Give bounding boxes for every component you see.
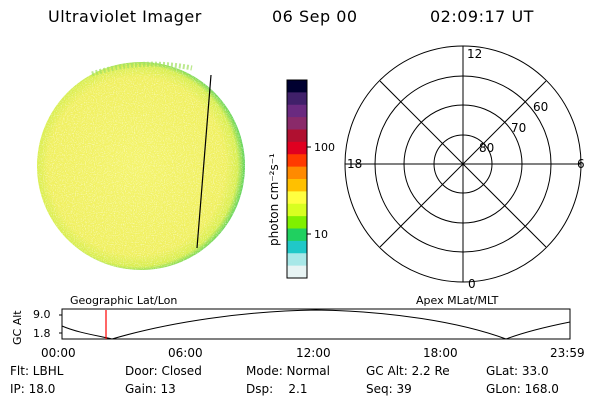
colorbar-band <box>287 179 307 192</box>
disk-noise <box>37 62 245 270</box>
colorbar-tick-label: 10 <box>314 228 328 241</box>
colorbar-band <box>287 240 307 254</box>
info-dsp: Dsp: 2.1 <box>246 382 308 396</box>
colorbar-frame <box>286 79 308 279</box>
colorbar-gradient <box>287 80 307 279</box>
instrument-title: Ultraviolet Imager <box>48 7 202 26</box>
colorbar-band <box>287 216 307 230</box>
orbit-xtick-label: 23:59 <box>550 346 585 360</box>
colorbar-unit-label: photon cm⁻²s⁻¹ <box>267 153 281 246</box>
info-ip: IP: 18.0 <box>10 382 56 396</box>
orbit-xtick-label: 12:00 <box>296 346 331 360</box>
colorbar-band <box>287 117 307 131</box>
colorbar-band <box>287 203 307 217</box>
orbit-altitude-curve <box>61 309 571 340</box>
geographic-label: Geographic Lat/Lon <box>70 294 178 307</box>
info-glat: GLat: 33.0 <box>486 364 549 378</box>
date-label: 06 Sep 00 <box>272 7 358 26</box>
colorbar-band <box>287 154 307 168</box>
orbit-ytick-label: 1.8 <box>33 327 51 340</box>
info-door: Door: Closed <box>125 364 202 378</box>
mlt-label-noon: 12 <box>467 47 482 61</box>
colorbar-tick-label: 100 <box>314 141 335 154</box>
time-label: 02:09:17 UT <box>430 7 534 26</box>
info-mode: Mode: Normal <box>246 364 330 378</box>
orbit-xtick-label: 00:00 <box>41 346 76 360</box>
orbit-plot: 9.0 1.8 GC Alt 00:00 06:00 12:00 18:00 2… <box>11 308 585 360</box>
colorbar-band <box>287 253 307 267</box>
colorbar-band <box>287 104 307 118</box>
orbit-xtick-label: 06:00 <box>168 346 203 360</box>
info-seq: Seq: 39 <box>366 382 412 396</box>
orbit-ylabel: GC Alt <box>11 310 24 345</box>
orbit-xtick-label: 18:00 <box>423 346 458 360</box>
mlat-label-60: 60 <box>533 100 548 114</box>
mlat-label-70: 70 <box>511 121 526 135</box>
colorbar-band <box>287 141 307 155</box>
polar-plot <box>344 45 582 283</box>
info-gc-alt: GC Alt: 2.2 Re <box>366 364 450 378</box>
colorbar-band <box>287 80 307 93</box>
earth-disk-image <box>37 61 245 270</box>
mlat-label-80: 80 <box>479 141 494 155</box>
colorbar-band <box>287 191 307 205</box>
terminator-line <box>196 74 212 249</box>
info-filter: Flt: LBHL <box>10 364 64 378</box>
orbit-plot-frame <box>61 308 571 340</box>
polar-diagonal <box>379 80 547 248</box>
colorbar-band <box>287 129 307 143</box>
colorbar-band <box>287 166 307 180</box>
info-gain: Gain: 13 <box>125 382 176 396</box>
colorbar: 100 10 photon cm⁻²s⁻¹ <box>267 79 335 279</box>
colorbar-band <box>287 92 307 106</box>
mlt-label-dawn: 6 <box>577 157 585 171</box>
mlt-label-dusk: 18 <box>347 157 362 171</box>
info-glon: GLon: 168.0 <box>486 382 559 396</box>
colorbar-band <box>287 265 307 279</box>
mlt-label-midnight: 0 <box>468 277 476 291</box>
orbit-ytick-label: 9.0 <box>33 308 51 321</box>
apex-label: Apex MLat/MLT <box>416 294 499 307</box>
colorbar-band <box>287 228 307 242</box>
